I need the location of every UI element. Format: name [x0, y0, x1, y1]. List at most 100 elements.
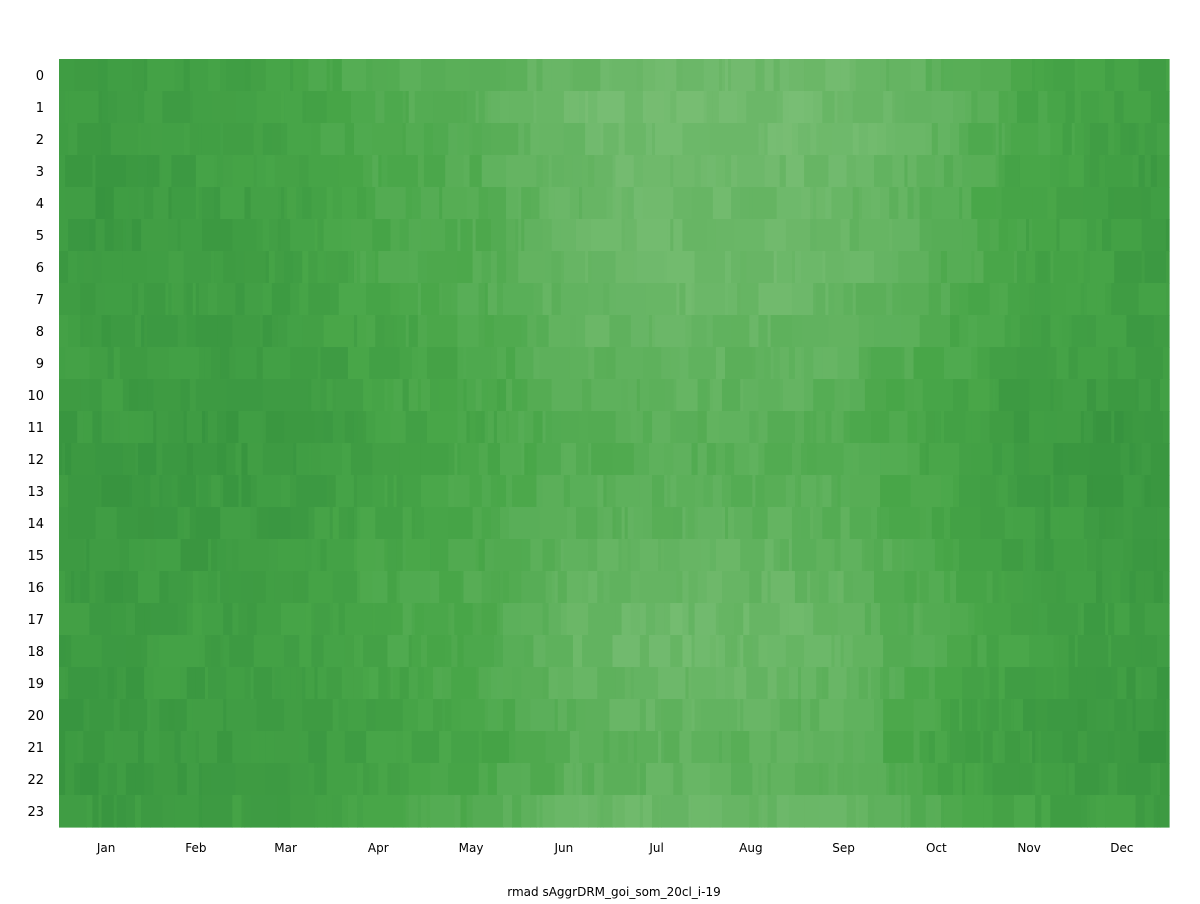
heatmap-cell [1132, 155, 1140, 188]
heatmap-cell [883, 635, 912, 668]
heatmap-cell [913, 699, 936, 732]
heatmap-cell [913, 379, 924, 412]
heatmap-cell [457, 251, 474, 284]
heatmap-cell [478, 731, 483, 764]
heatmap-cell [825, 59, 842, 92]
heatmap-cell [609, 731, 620, 764]
heatmap-cell [223, 603, 233, 636]
heatmap-cell [405, 315, 410, 348]
heatmap-cell [1010, 699, 1015, 732]
heatmap-cell [922, 763, 927, 796]
heatmap-cell [980, 507, 1006, 540]
heatmap-cell [417, 283, 422, 316]
heatmap-cell [533, 347, 541, 380]
heatmap-cell [204, 411, 209, 444]
heatmap-cell [208, 475, 212, 508]
heatmap-cell [198, 187, 203, 220]
heatmap-cell [481, 155, 507, 188]
heatmap-cell [92, 155, 97, 188]
heatmap-cell [977, 763, 985, 796]
heatmap-cell [262, 283, 273, 316]
heatmap-cell [600, 795, 604, 828]
heatmap-cell [515, 219, 519, 252]
heatmap-cell [138, 187, 145, 220]
heatmap-cell [499, 443, 522, 476]
heatmap-cell [633, 251, 638, 284]
heatmap-cell [1035, 251, 1039, 284]
heatmap-cell [268, 219, 279, 252]
heatmap-cell [919, 571, 930, 604]
heatmap-cell [928, 251, 942, 284]
heatmap-cell [259, 411, 264, 444]
heatmap-cell [1129, 603, 1146, 636]
heatmap-cell [855, 795, 860, 828]
heatmap-cell [804, 731, 814, 764]
heatmap-cell [244, 251, 267, 284]
heatmap-cell [1065, 283, 1082, 316]
heatmap-cell [372, 571, 389, 604]
heatmap-cell [512, 795, 522, 828]
heatmap-cell [317, 539, 322, 572]
heatmap-cell [326, 795, 334, 828]
heatmap-cell [1080, 795, 1088, 828]
heatmap-cell [639, 571, 671, 604]
heatmap-cell [77, 411, 84, 444]
heatmap-cell [834, 283, 845, 316]
heatmap-cell [630, 315, 650, 348]
heatmap-cell [828, 315, 860, 348]
heatmap-cell [870, 411, 890, 444]
heatmap-cell [235, 443, 243, 476]
heatmap-cell [1065, 571, 1097, 604]
heatmap-cell [399, 59, 422, 92]
heatmap-cell [807, 571, 811, 604]
heatmap-cell [892, 219, 921, 252]
heatmap-cell [652, 475, 665, 508]
heatmap-cell [1141, 251, 1146, 284]
heatmap-cell [244, 795, 252, 828]
heatmap-cell [670, 475, 677, 508]
heatmap-cell [661, 731, 665, 764]
heatmap-cell [448, 443, 455, 476]
heatmap-cell [1123, 539, 1134, 572]
x-tick-label: Apr [368, 841, 389, 855]
heatmap-cell [594, 763, 604, 796]
heatmap-cell [496, 251, 507, 284]
heatmap-cell [74, 763, 81, 796]
heatmap-cell [1050, 283, 1067, 316]
heatmap-cell [743, 379, 760, 412]
heatmap-cell [290, 667, 297, 700]
heatmap-cell [652, 315, 656, 348]
heatmap-cell [721, 795, 750, 828]
heatmap-cell [192, 283, 197, 316]
heatmap-cell [162, 443, 188, 476]
heatmap-cell [1004, 731, 1021, 764]
heatmap-cell [487, 283, 498, 316]
heatmap-cell [840, 635, 845, 668]
heatmap-cell [393, 795, 404, 828]
heatmap-cell [317, 251, 325, 284]
heatmap-cell [715, 219, 735, 252]
heatmap-cell [147, 635, 154, 668]
heatmap-cell [612, 507, 617, 540]
heatmap-cell [223, 699, 227, 732]
heatmap-cell [971, 411, 982, 444]
heatmap-cell [928, 795, 936, 828]
y-tick-label: 8 [36, 325, 44, 340]
heatmap-cell [636, 59, 644, 92]
heatmap-cell [791, 123, 799, 156]
heatmap-cell [1102, 91, 1115, 124]
heatmap-cell [211, 539, 218, 572]
heatmap-cell [718, 731, 723, 764]
heatmap-cell [1096, 411, 1112, 444]
heatmap-cell [165, 283, 170, 316]
heatmap-cell [402, 539, 407, 572]
heatmap-cell [284, 411, 316, 444]
heatmap-cell [372, 155, 379, 188]
heatmap-cell [852, 571, 875, 604]
heatmap-cell [907, 411, 918, 444]
heatmap-cell [1132, 347, 1137, 380]
heatmap-cell [916, 763, 924, 796]
heatmap-cell [624, 123, 647, 156]
heatmap-cell [357, 571, 361, 604]
heatmap-cell [1089, 251, 1115, 284]
